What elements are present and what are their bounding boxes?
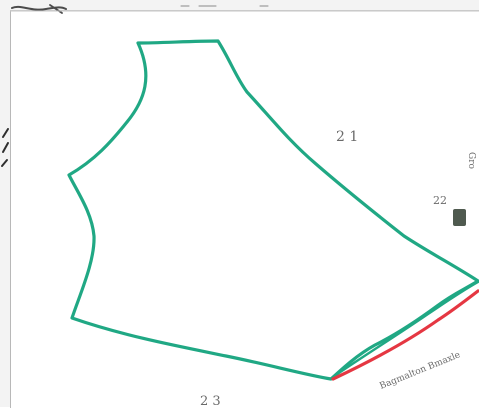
small-dark-marker xyxy=(453,209,466,226)
plot-number-22: 22 xyxy=(433,194,447,207)
parcel-inner-edge-green xyxy=(331,280,479,379)
left-edge-marks xyxy=(1,128,9,167)
plot-number-23: 2 3 xyxy=(200,394,221,407)
parcel-boundary-green xyxy=(67,39,479,381)
corner-tick-top-left xyxy=(49,4,63,14)
plot-number-21: 2 1 xyxy=(336,129,358,145)
road-boundary-red xyxy=(331,289,479,381)
right-vertical-note: Gro xyxy=(466,152,476,169)
corner-scribble-top-left xyxy=(11,5,67,11)
road-name-note: Bagmalton Bmaxle xyxy=(378,350,461,391)
